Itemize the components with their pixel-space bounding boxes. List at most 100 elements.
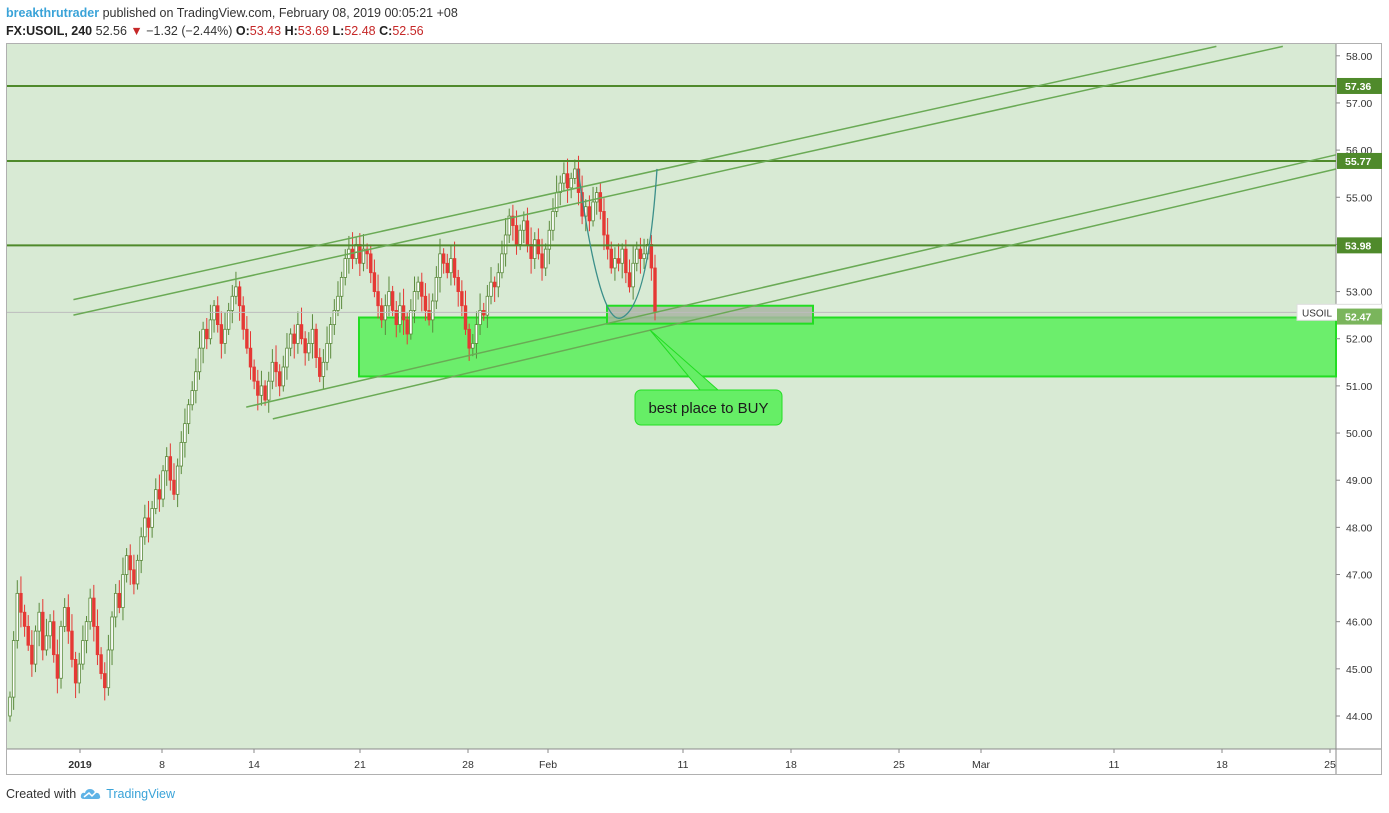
candle <box>441 248 446 274</box>
candle <box>124 548 129 583</box>
change-value: −1.32 (−2.44%) <box>146 24 233 38</box>
y-tick-label: 55.00 <box>1346 192 1372 204</box>
candle <box>594 186 599 215</box>
candle <box>22 604 27 637</box>
support-zone[interactable] <box>358 316 1337 378</box>
close-value: 52.56 <box>392 24 424 38</box>
candle <box>409 299 413 340</box>
x-tick-label: 28 <box>462 759 474 771</box>
candle <box>569 172 573 199</box>
candle <box>624 239 628 284</box>
candle <box>103 662 107 701</box>
callout-box[interactable] <box>634 389 783 426</box>
candle <box>205 317 209 350</box>
candle <box>394 301 398 338</box>
candle <box>478 293 482 335</box>
candle <box>37 602 41 647</box>
candle <box>84 616 89 654</box>
buy-box[interactable] <box>606 304 814 325</box>
y-tick-label: 52.00 <box>1346 334 1372 346</box>
candle <box>638 237 643 274</box>
candle <box>635 241 639 272</box>
candle <box>336 281 340 317</box>
candle <box>427 293 431 326</box>
candle <box>369 244 373 284</box>
candle <box>8 691 12 722</box>
candle <box>631 246 635 300</box>
y-tick-label: 51.00 <box>1346 381 1372 393</box>
y-tick-label: 57.00 <box>1346 98 1372 110</box>
change-down-icon: ▼ <box>130 24 143 38</box>
candle <box>609 241 613 274</box>
candle <box>474 311 479 359</box>
candle <box>431 293 435 333</box>
x-tick-label: 2019 <box>68 759 92 771</box>
candle <box>70 614 74 668</box>
candle <box>230 284 234 324</box>
candle <box>146 500 151 543</box>
y-tick-label: 58.00 <box>1346 51 1372 63</box>
candle <box>339 271 344 310</box>
candle <box>536 228 541 260</box>
callout-text: best place to BUY <box>648 400 768 417</box>
candle <box>73 651 78 699</box>
chart-header: breakthrutrader published on TradingView… <box>6 4 458 40</box>
x-tick-label: 11 <box>678 759 689 771</box>
candle <box>314 323 318 368</box>
level-price-tag <box>1337 237 1382 254</box>
candle <box>296 311 300 354</box>
candle <box>456 269 460 307</box>
candle <box>285 333 289 380</box>
channel-line[interactable] <box>246 154 1337 408</box>
candle <box>55 639 60 694</box>
candle <box>139 527 143 574</box>
level-price-tag <box>1337 77 1382 94</box>
candle <box>387 276 391 317</box>
candle <box>52 610 56 663</box>
channel-line[interactable] <box>272 168 1337 420</box>
candle <box>121 557 125 621</box>
x-tick-label: Feb <box>539 759 557 771</box>
candle <box>245 316 249 354</box>
channel-line[interactable] <box>73 45 1217 301</box>
candle <box>511 204 515 241</box>
candle <box>299 307 304 345</box>
candle <box>492 276 497 302</box>
candle <box>467 323 471 361</box>
author-link[interactable]: breakthrutrader <box>6 6 100 20</box>
y-tick-label: 49.00 <box>1346 475 1372 487</box>
low-label: L: <box>332 24 345 38</box>
tradingview-cloud-icon <box>80 789 101 799</box>
candle <box>551 198 555 241</box>
cup-curve[interactable] <box>577 168 658 319</box>
candle <box>507 208 511 244</box>
y-tick-label: 50.00 <box>1346 428 1372 440</box>
candle <box>99 647 103 680</box>
candle <box>62 598 67 633</box>
candle <box>277 364 282 397</box>
bid-price-tag-text: 52.47 <box>1345 312 1371 324</box>
tradingview-brand-link[interactable]: TradingView <box>106 787 175 801</box>
candle <box>19 576 23 628</box>
usoil-symbol-text: USOIL <box>1302 308 1332 319</box>
candle <box>11 631 16 710</box>
candle <box>558 175 562 206</box>
channel-line[interactable] <box>73 45 1284 316</box>
candle <box>223 312 227 354</box>
publish-line: breakthrutrader published on TradingView… <box>6 4 458 22</box>
candle <box>234 271 238 305</box>
candle <box>241 296 245 340</box>
candle <box>307 332 311 361</box>
candle <box>267 371 271 413</box>
candle <box>573 159 577 185</box>
candle <box>274 345 278 387</box>
candle <box>259 370 264 406</box>
candle <box>613 247 617 281</box>
candle <box>288 328 293 357</box>
y-tick-label: 44.00 <box>1346 711 1372 723</box>
x-tick-label: 18 <box>785 759 797 771</box>
footer: Created with TradingView <box>6 787 175 801</box>
close-label: C: <box>379 24 393 38</box>
chart-frame <box>6 43 1382 775</box>
